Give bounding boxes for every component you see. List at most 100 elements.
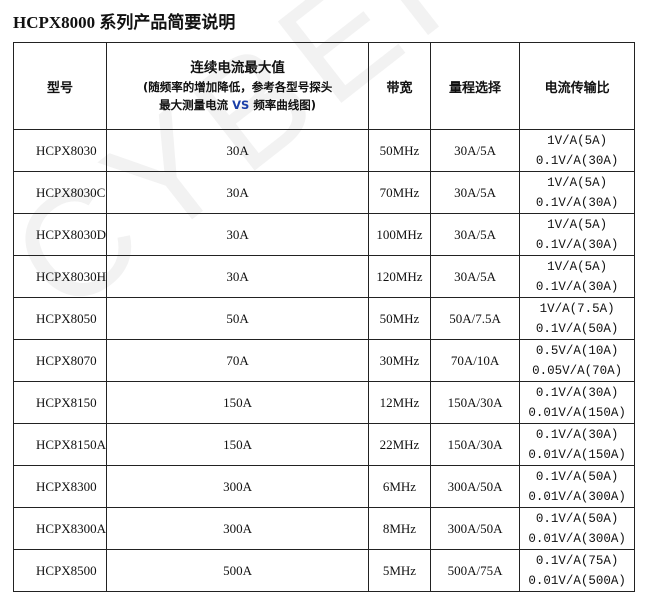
table-row: HCPX8500 500A 5MHz 500A/75A 0.1V/A(75A) 0… <box>12 549 635 592</box>
ratio-line-2: 0.01V/A(500A) <box>528 573 626 588</box>
cell-ratio: 0.1V/A(30A) 0.01V/A(150A) <box>519 381 635 424</box>
ratio-line-1: 0.1V/A(30A) <box>535 427 619 442</box>
cell-bandwidth: 8MHz <box>368 507 431 550</box>
ratio-line-2: 0.05V/A(70A) <box>532 363 623 378</box>
ratio-line-1: 1V/A(7.5A) <box>539 301 615 316</box>
cell-range: 300A/50A <box>429 507 521 550</box>
cell-current: 300A <box>106 507 370 550</box>
cell-ratio: 1V/A(5A) 0.1V/A(30A) <box>519 129 635 172</box>
header-range: 量程选择 <box>429 42 521 130</box>
cell-range: 30A/5A <box>429 129 521 172</box>
table-row: HCPX8070 70A 30MHz 70A/10A 0.5V/A(10A) 0.… <box>12 339 635 382</box>
header-current-sub3: 频率曲线图) <box>253 98 317 112</box>
cell-range: 500A/75A <box>429 549 521 592</box>
cell-range: 30A/5A <box>429 213 521 256</box>
header-current-sub2-line: 最大测量电流 VS 频率曲线图) <box>107 96 368 114</box>
cell-current: 30A <box>106 171 370 214</box>
cell-ratio: 0.1V/A(30A) 0.01V/A(150A) <box>519 423 635 466</box>
cell-range: 70A/10A <box>429 339 521 382</box>
cell-model: HCPX8300 <box>12 465 108 508</box>
cell-current: 30A <box>106 255 370 298</box>
table-row: HCPX8150A 150A 22MHz 150A/30A 0.1V/A(30A… <box>12 423 635 466</box>
cell-ratio: 1V/A(5A) 0.1V/A(30A) <box>519 255 635 298</box>
cell-bandwidth: 6MHz <box>368 465 431 508</box>
cell-bandwidth: 30MHz <box>368 339 431 382</box>
ratio-line-2: 0.1V/A(30A) <box>535 237 619 252</box>
cell-bandwidth: 120MHz <box>368 255 431 298</box>
cell-ratio: 0.5V/A(10A) 0.05V/A(70A) <box>519 339 635 382</box>
page-title: HCPX8000 系列产品简要说明 <box>13 13 236 32</box>
ratio-line-2: 0.1V/A(30A) <box>535 153 619 168</box>
ratio-line-1: 0.1V/A(30A) <box>535 385 619 400</box>
ratio-line-1: 1V/A(5A) <box>547 259 608 274</box>
header-current-vs: VS <box>232 98 250 112</box>
cell-bandwidth: 50MHz <box>368 129 431 172</box>
cell-current: 300A <box>106 465 370 508</box>
cell-bandwidth: 5MHz <box>368 549 431 592</box>
cell-model: HCPX8500 <box>12 549 108 592</box>
cell-range: 30A/5A <box>429 255 521 298</box>
table-row: HCPX8150 150A 12MHz 150A/30A 0.1V/A(30A)… <box>12 381 635 424</box>
ratio-line-1: 0.5V/A(10A) <box>535 343 619 358</box>
ratio-line-2: 0.1V/A(50A) <box>535 321 619 336</box>
table-row: HCPX8300A 300A 8MHz 300A/50A 0.1V/A(50A)… <box>12 507 635 550</box>
cell-ratio: 0.1V/A(50A) 0.01V/A(300A) <box>519 465 635 508</box>
cell-ratio: 1V/A(5A) 0.1V/A(30A) <box>519 171 635 214</box>
cell-current: 70A <box>106 339 370 382</box>
cell-model: HCPX8150 <box>12 381 108 424</box>
cell-model: HCPX8030H <box>12 255 108 298</box>
table-row: HCPX8300 300A 6MHz 300A/50A 0.1V/A(50A) 0… <box>12 465 635 508</box>
table-row: HCPX8030 30A 50MHz 30A/5A 1V/A(5A) 0.1V/A… <box>12 129 635 172</box>
cell-model: HCPX8300A <box>12 507 108 550</box>
table-header-row: 型号 连续电流最大值 (随频率的增加降低，参考各型号探头 最大测量电流 VS 频… <box>12 42 635 130</box>
cell-range: 30A/5A <box>429 171 521 214</box>
ratio-line-2: 0.1V/A(30A) <box>535 279 619 294</box>
cell-current: 50A <box>106 297 370 340</box>
cell-bandwidth: 70MHz <box>368 171 431 214</box>
cell-bandwidth: 12MHz <box>368 381 431 424</box>
ratio-line-1: 0.1V/A(50A) <box>535 511 619 526</box>
cell-ratio: 1V/A(7.5A) 0.1V/A(50A) <box>519 297 635 340</box>
cell-range: 50A/7.5A <box>429 297 521 340</box>
cell-ratio: 0.1V/A(75A) 0.01V/A(500A) <box>519 549 635 592</box>
cell-ratio: 0.1V/A(50A) 0.01V/A(300A) <box>519 507 635 550</box>
cell-current: 150A <box>106 423 370 466</box>
cell-range: 150A/30A <box>429 423 521 466</box>
cell-bandwidth: 50MHz <box>368 297 431 340</box>
ratio-line-1: 1V/A(5A) <box>547 133 608 148</box>
cell-current: 30A <box>106 213 370 256</box>
header-current-sub2: 最大测量电流 <box>159 98 229 112</box>
table-row: HCPX8030D 30A 100MHz 30A/5A 1V/A(5A) 0.1V… <box>12 213 635 256</box>
cell-current: 30A <box>106 129 370 172</box>
ratio-line-2: 0.01V/A(150A) <box>528 447 626 462</box>
ratio-line-1: 1V/A(5A) <box>547 175 608 190</box>
cell-current: 500A <box>106 549 370 592</box>
table-row: HCPX8030H 30A 120MHz 30A/5A 1V/A(5A) 0.1V… <box>12 255 635 298</box>
cell-model: HCPX8070 <box>12 339 108 382</box>
ratio-line-1: 1V/A(5A) <box>547 217 608 232</box>
cell-range: 150A/30A <box>429 381 521 424</box>
cell-model: HCPX8030 <box>12 129 108 172</box>
ratio-line-2: 0.01V/A(300A) <box>528 489 626 504</box>
table-row: HCPX8050 50A 50MHz 50A/7.5A 1V/A(7.5A) 0.… <box>12 297 635 340</box>
ratio-line-2: 0.01V/A(150A) <box>528 405 626 420</box>
header-model: 型号 <box>12 42 108 130</box>
ratio-line-2: 0.1V/A(30A) <box>535 195 619 210</box>
cell-model: HCPX8030C <box>12 171 108 214</box>
header-current-main: 连续电流最大值 <box>190 60 285 76</box>
cell-model: HCPX8030D <box>12 213 108 256</box>
header-current-sub1: (随频率的增加降低，参考各型号探头 <box>142 80 333 94</box>
product-table: 型号 连续电流最大值 (随频率的增加降低，参考各型号探头 最大测量电流 VS 频… <box>12 42 635 592</box>
cell-ratio: 1V/A(5A) 0.1V/A(30A) <box>519 213 635 256</box>
cell-bandwidth: 22MHz <box>368 423 431 466</box>
header-bandwidth: 带宽 <box>368 42 431 130</box>
cell-bandwidth: 100MHz <box>368 213 431 256</box>
table-row: HCPX8030C 30A 70MHz 30A/5A 1V/A(5A) 0.1V/… <box>12 171 635 214</box>
cell-model: HCPX8150A <box>12 423 108 466</box>
header-ratio: 电流传输比 <box>519 42 635 130</box>
ratio-line-1: 0.1V/A(50A) <box>535 469 619 484</box>
cell-range: 300A/50A <box>429 465 521 508</box>
header-current: 连续电流最大值 (随频率的增加降低，参考各型号探头 最大测量电流 VS 频率曲线… <box>106 42 370 130</box>
ratio-line-2: 0.01V/A(300A) <box>528 531 626 546</box>
cell-current: 150A <box>106 381 370 424</box>
